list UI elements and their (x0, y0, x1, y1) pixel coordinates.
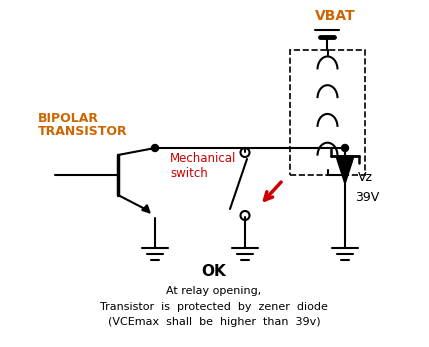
Text: OK: OK (202, 264, 227, 279)
Text: Vz: Vz (358, 170, 373, 184)
Text: Mechanical: Mechanical (170, 152, 236, 164)
Bar (290, 50, 365, 175)
Circle shape (341, 144, 348, 152)
Circle shape (151, 144, 158, 152)
Text: Transistor  is  protected  by  zener  diode: Transistor is protected by zener diode (100, 302, 328, 312)
Text: 39V: 39V (355, 191, 379, 203)
Text: At relay opening,: At relay opening, (166, 286, 262, 296)
Text: BIPOLAR: BIPOLAR (38, 111, 99, 125)
Text: VBAT: VBAT (315, 9, 355, 23)
Polygon shape (336, 156, 354, 184)
Text: (VCEmax  shall  be  higher  than  39v): (VCEmax shall be higher than 39v) (108, 317, 320, 327)
Text: TRANSISTOR: TRANSISTOR (38, 125, 127, 137)
Text: switch: switch (170, 167, 208, 179)
